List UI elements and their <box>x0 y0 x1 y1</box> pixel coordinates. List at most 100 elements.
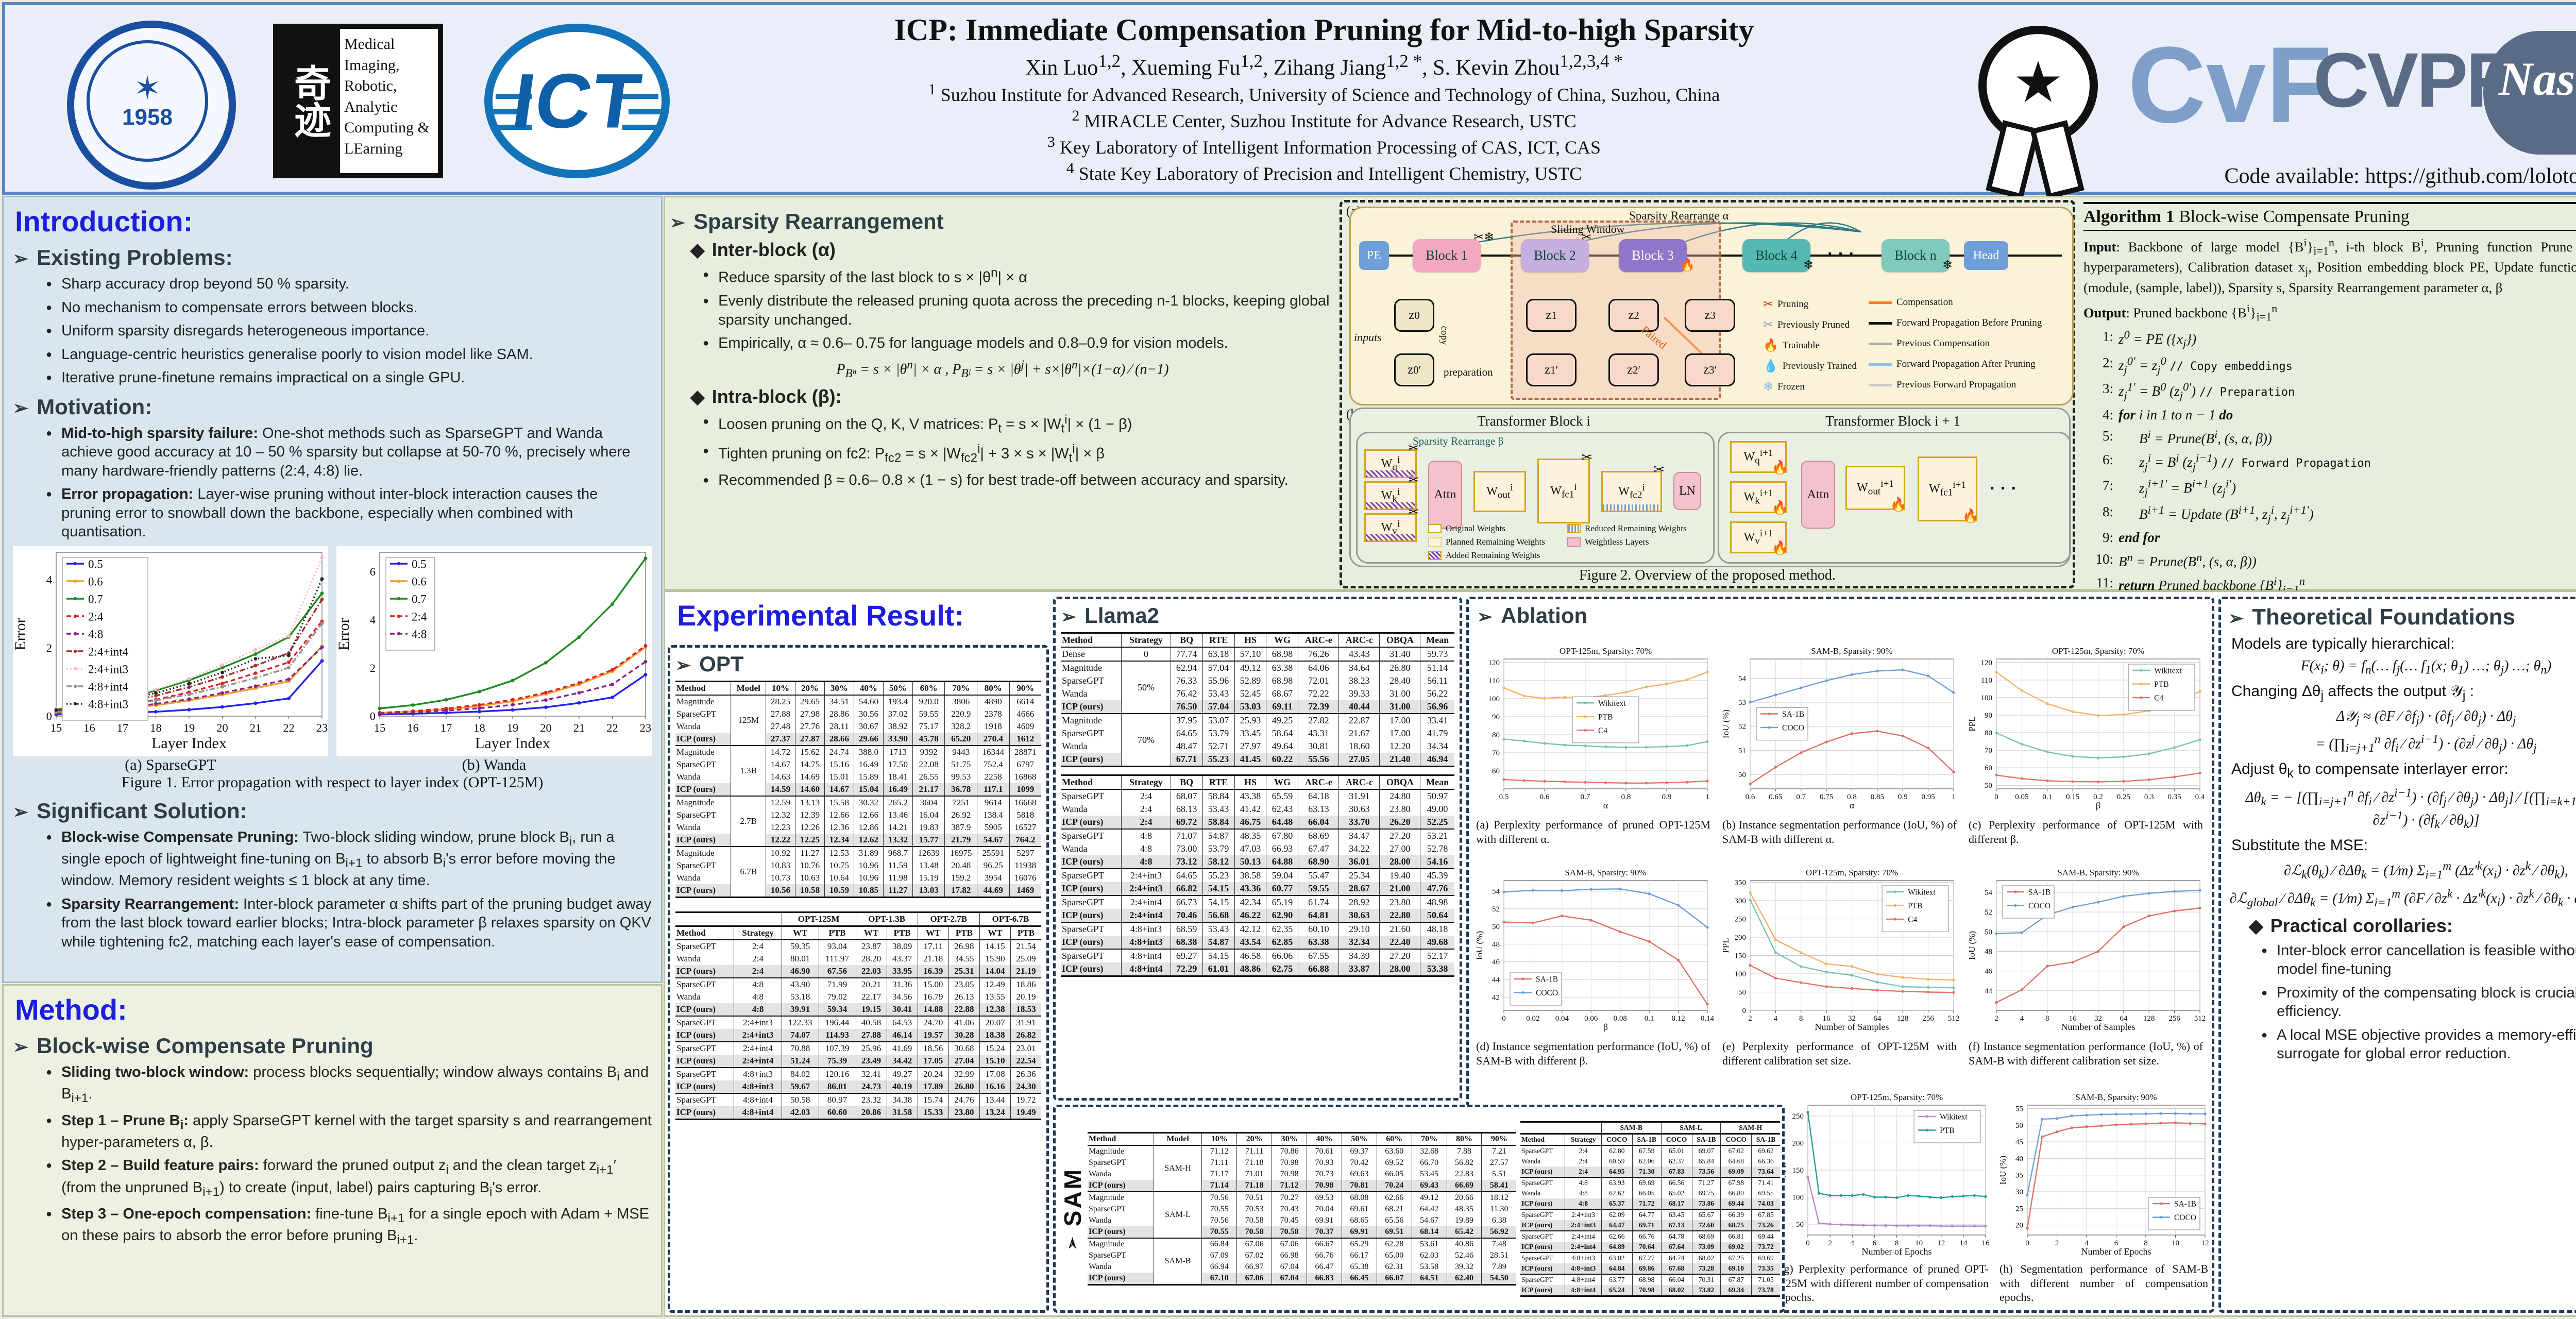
legend-b-item: Planned Remaining Weights <box>1428 537 1545 547</box>
bullet-item: ● Inter-block error cancellation is feasi… <box>2261 942 2576 978</box>
svg-text:4: 4 <box>46 573 52 586</box>
svg-text:2: 2 <box>1748 1014 1752 1023</box>
figure2-panel-b: Transformer Block i Transformer Block i +… <box>1349 408 2071 567</box>
table-row: Magnitude 2.7B 12.59 13.13 15.58 30.32 265.2 36… <box>675 796 1041 847</box>
ablation-caption-b: (b) Instance segmentation performance (I… <box>1722 818 1957 845</box>
svg-text:4:8: 4:8 <box>88 628 103 640</box>
table-row: SparseGPT 2:4+int3 122.33 196.44 40.58 64.53 2… <box>675 1016 1041 1029</box>
table-row: SparseGPT 2:4 62.80 67.59 65.01 69.07 67.02 69.… <box>1520 1145 1780 1156</box>
w-fc1-i1: Wfc1i+1 🔥 <box>1918 456 1979 523</box>
svg-text:46: 46 <box>1985 968 1993 976</box>
table-row: Magnitude SAM-H 71.12 71.11 70.86 70.61 69.37 6… <box>1088 1145 1517 1192</box>
svg-text:12: 12 <box>1937 1239 1945 1247</box>
formula: F(xi; θ) = fn(… fj(… f1(x; θ1) …; θj) …;… <box>2300 658 2552 677</box>
svg-text:52: 52 <box>1492 905 1500 914</box>
table-row: ICP (ours) 67.10 67.06 67.04 66.83 66.45 66.07… <box>1088 1273 1517 1285</box>
svg-text:0: 0 <box>46 709 52 722</box>
theory-items: Models are typically hierarchical: F(xi; … <box>2228 635 2576 1063</box>
table-row: SparseGPT 4:8+int3 63.02 67.27 64.74 68.02 67.… <box>1520 1252 1780 1263</box>
svg-text:16: 16 <box>1982 1239 1990 1247</box>
svg-text:COCO: COCO <box>2174 1213 2196 1222</box>
pe-block: PE <box>1359 241 1389 270</box>
llama2-sparsity-table: Method Strategy BQ RTE HS WG ARC-e ARC-c OBQA Mea… <box>1061 632 1454 767</box>
svg-text:0.5: 0.5 <box>88 557 103 570</box>
svg-text:250: 250 <box>1792 1112 1804 1121</box>
svg-text:SAM-B, Sparsity: 90%: SAM-B, Sparsity: 90% <box>1811 646 1892 656</box>
table-row: ICP (ours) 4:8+int3 59.67 86.01 24.73 40.19 17… <box>675 1080 1041 1093</box>
svg-text:0.5: 0.5 <box>412 557 427 570</box>
table-row: SparseGPT 4:8 63.93 69.69 66.56 71.27 67.98 71.… <box>1520 1177 1780 1188</box>
table-row: Wanda 2:4 60.59 62.06 62.37 65.84 64.68 66.36 <box>1520 1156 1780 1166</box>
code-link[interactable]: Code available: https://github.com/lolot… <box>2224 164 2576 188</box>
svg-text:80: 80 <box>1985 729 1992 737</box>
bullet-item: ● Sparsity Rearrangement: Inter-block par… <box>46 895 652 950</box>
table-row: Wanda 10.73 10.63 10.64 10.96 11.98 15.19 159.2… <box>675 872 1041 884</box>
svg-text:4:8+int3: 4:8+int3 <box>88 698 128 711</box>
svg-text:SAM-B, Sparsity: 90%: SAM-B, Sparsity: 90% <box>1565 868 1646 877</box>
svg-text:0: 0 <box>1502 1014 1506 1023</box>
algorithm-line: 9: end for <box>2102 530 2160 546</box>
formula: Δ𝒴j ≈ (∂F ∕ ∂fj) · (∂fj ∕ ∂θj) · Δθj <box>2336 708 2516 728</box>
bullet-item: ● Loosen pruning on the Q, K, V matrices:… <box>703 412 1132 436</box>
block-icon: ✂❄ <box>1473 230 1495 244</box>
bullet-item: ● A local MSE objective provides a memory… <box>2261 1026 2576 1062</box>
svg-text:54: 54 <box>1492 888 1500 896</box>
ablation-box: ➢ Ablation 60 70 80 90 100 110 120 0.5 0.6 0.7 0.8 0… <box>1466 597 2214 1313</box>
svg-text:PTB: PTB <box>1598 713 1613 721</box>
llama2-results-box: ➢ Llama2 Method Strategy BQ RTE HS WG ARC-e ARC-… <box>1053 597 1462 1101</box>
legend-icon-item: ✂ Previously Pruned <box>1763 318 1850 332</box>
svg-text:PPL: PPL <box>1721 938 1731 953</box>
table-row: Wanda 27.48 27.76 28.11 30.67 38.92 75.17 328.2… <box>675 720 1041 733</box>
ablation-caption-d: (d) Instance segmentation performance (I… <box>1476 1040 1710 1067</box>
svg-text:COCO: COCO <box>1536 989 1558 997</box>
figure1b-caption: (b) Wanda <box>462 756 527 773</box>
table-row: ICP (ours) 4:8 39.91 59.34 19.15 30.41 14.88 22… <box>675 1003 1041 1016</box>
figure1a-chart: 0 2 4 15 16 17 18 19 20 21 22 23 Layer Index Error 0.5… <box>13 546 328 756</box>
svg-text:0.7: 0.7 <box>88 593 103 605</box>
svg-text:0.95: 0.95 <box>1922 793 1935 801</box>
table-row: ICP (ours) 14.59 14.60 14.67 15.04 16.49 21.17… <box>675 783 1041 796</box>
algorithm-line: 4: for i in 1 to n − 1 do <box>2102 407 2233 422</box>
affiliation-4: 4 State Key Laboratory of Precision and … <box>1066 159 1582 184</box>
block-1: Block 1 <box>1413 239 1481 272</box>
svg-text:110: 110 <box>1488 677 1500 685</box>
svg-text:70: 70 <box>1985 747 1992 755</box>
svg-text:PTB: PTB <box>2154 680 2168 689</box>
table-row: Wanda 14.63 14.69 15.01 15.89 18.41 26.55 99.53… <box>675 771 1041 783</box>
svg-text:4: 4 <box>2020 1014 2024 1023</box>
svg-text:19: 19 <box>507 721 519 734</box>
ablation-caption-a: (a) Perplexity performance of pruned OPT… <box>1476 818 1710 845</box>
algorithm1-lines: 1: z0 = PE ({xj}) 2: zj0′ = zj0 // Copy emb… <box>2083 326 2576 598</box>
table-row: Magnitude 1.3B 14.72 15.62 24.74 388.0 1713 939… <box>675 746 1041 796</box>
svg-text:300: 300 <box>1735 897 1747 905</box>
formula: Δθk = − [(∏i=j+1n ∂fi ∕ ∂zi−1) · (∂fj ∕ … <box>2245 786 2576 831</box>
ustc-emblem-icon: ✶ <box>133 70 161 107</box>
table-row: ICP (ours) 67.71 55.23 41.45 60.22 55.56 27.05… <box>1061 753 1454 767</box>
svg-text:14: 14 <box>1959 1239 1968 1247</box>
sub-sub-heading: ◆ Intra-block (β): <box>690 385 842 407</box>
table-row: SparseGPT 4:8 43.90 71.99 20.21 31.36 15.00 23.… <box>675 978 1041 991</box>
sam-strategy-table: SAM-B SAM-L SAM-H Method Strategy COCO SA-1B CO… <box>1520 1121 1780 1297</box>
svg-text:OPT-125m, Sparsity: 70%: OPT-125m, Sparsity: 70% <box>1806 868 1898 877</box>
w-fc1-i: Wfc1i ✂ <box>1537 450 1592 523</box>
figure2-caption: Figure 2. Overview of the proposed metho… <box>1579 567 1836 583</box>
table-row: ICP (ours) 4:8+int3 68.38 54.87 43.54 62.85 63… <box>1061 936 1454 949</box>
svg-text:PPL: PPL <box>1967 716 1977 731</box>
svg-text:18: 18 <box>473 721 485 734</box>
table-row: Wanda 4:8 53.18 79.02 22.17 34.56 16.79 26.13 13… <box>675 991 1041 1003</box>
llama2-strategy-table: Method Strategy BQ RTE HS WG ARC-e ARC-c OBQA Mea… <box>1061 774 1454 977</box>
data-table: Method Model 10% 20% 30% 40% 50% 60% 70% 80% 90% Ma… <box>1088 1132 1517 1286</box>
data-table: SAM-B SAM-L SAM-H Method Strategy COCO SA-1B CO… <box>1520 1121 1780 1297</box>
legend-arrow-item: Forward Propagation After Pruning <box>1869 359 2036 370</box>
bullet-item: ● Empirically, α ≈ 0.6– 0.75 for language… <box>703 335 1228 352</box>
svg-text:0.6: 0.6 <box>1745 793 1755 801</box>
svg-text:512: 512 <box>1948 1014 1960 1023</box>
svg-text:50: 50 <box>1492 923 1500 931</box>
w-fc2-i: Wfc2i ✂ <box>1601 462 1665 512</box>
formula: PBⁿ = s × |θn| × α , PBʲ = s × |θj| + s×… <box>836 358 1169 380</box>
legend-arrow-item: Forward Propagation Before Pruning <box>1869 317 2042 329</box>
inputs-label: inputs <box>1354 331 1382 344</box>
ellipsis: · · · <box>1827 244 1855 264</box>
